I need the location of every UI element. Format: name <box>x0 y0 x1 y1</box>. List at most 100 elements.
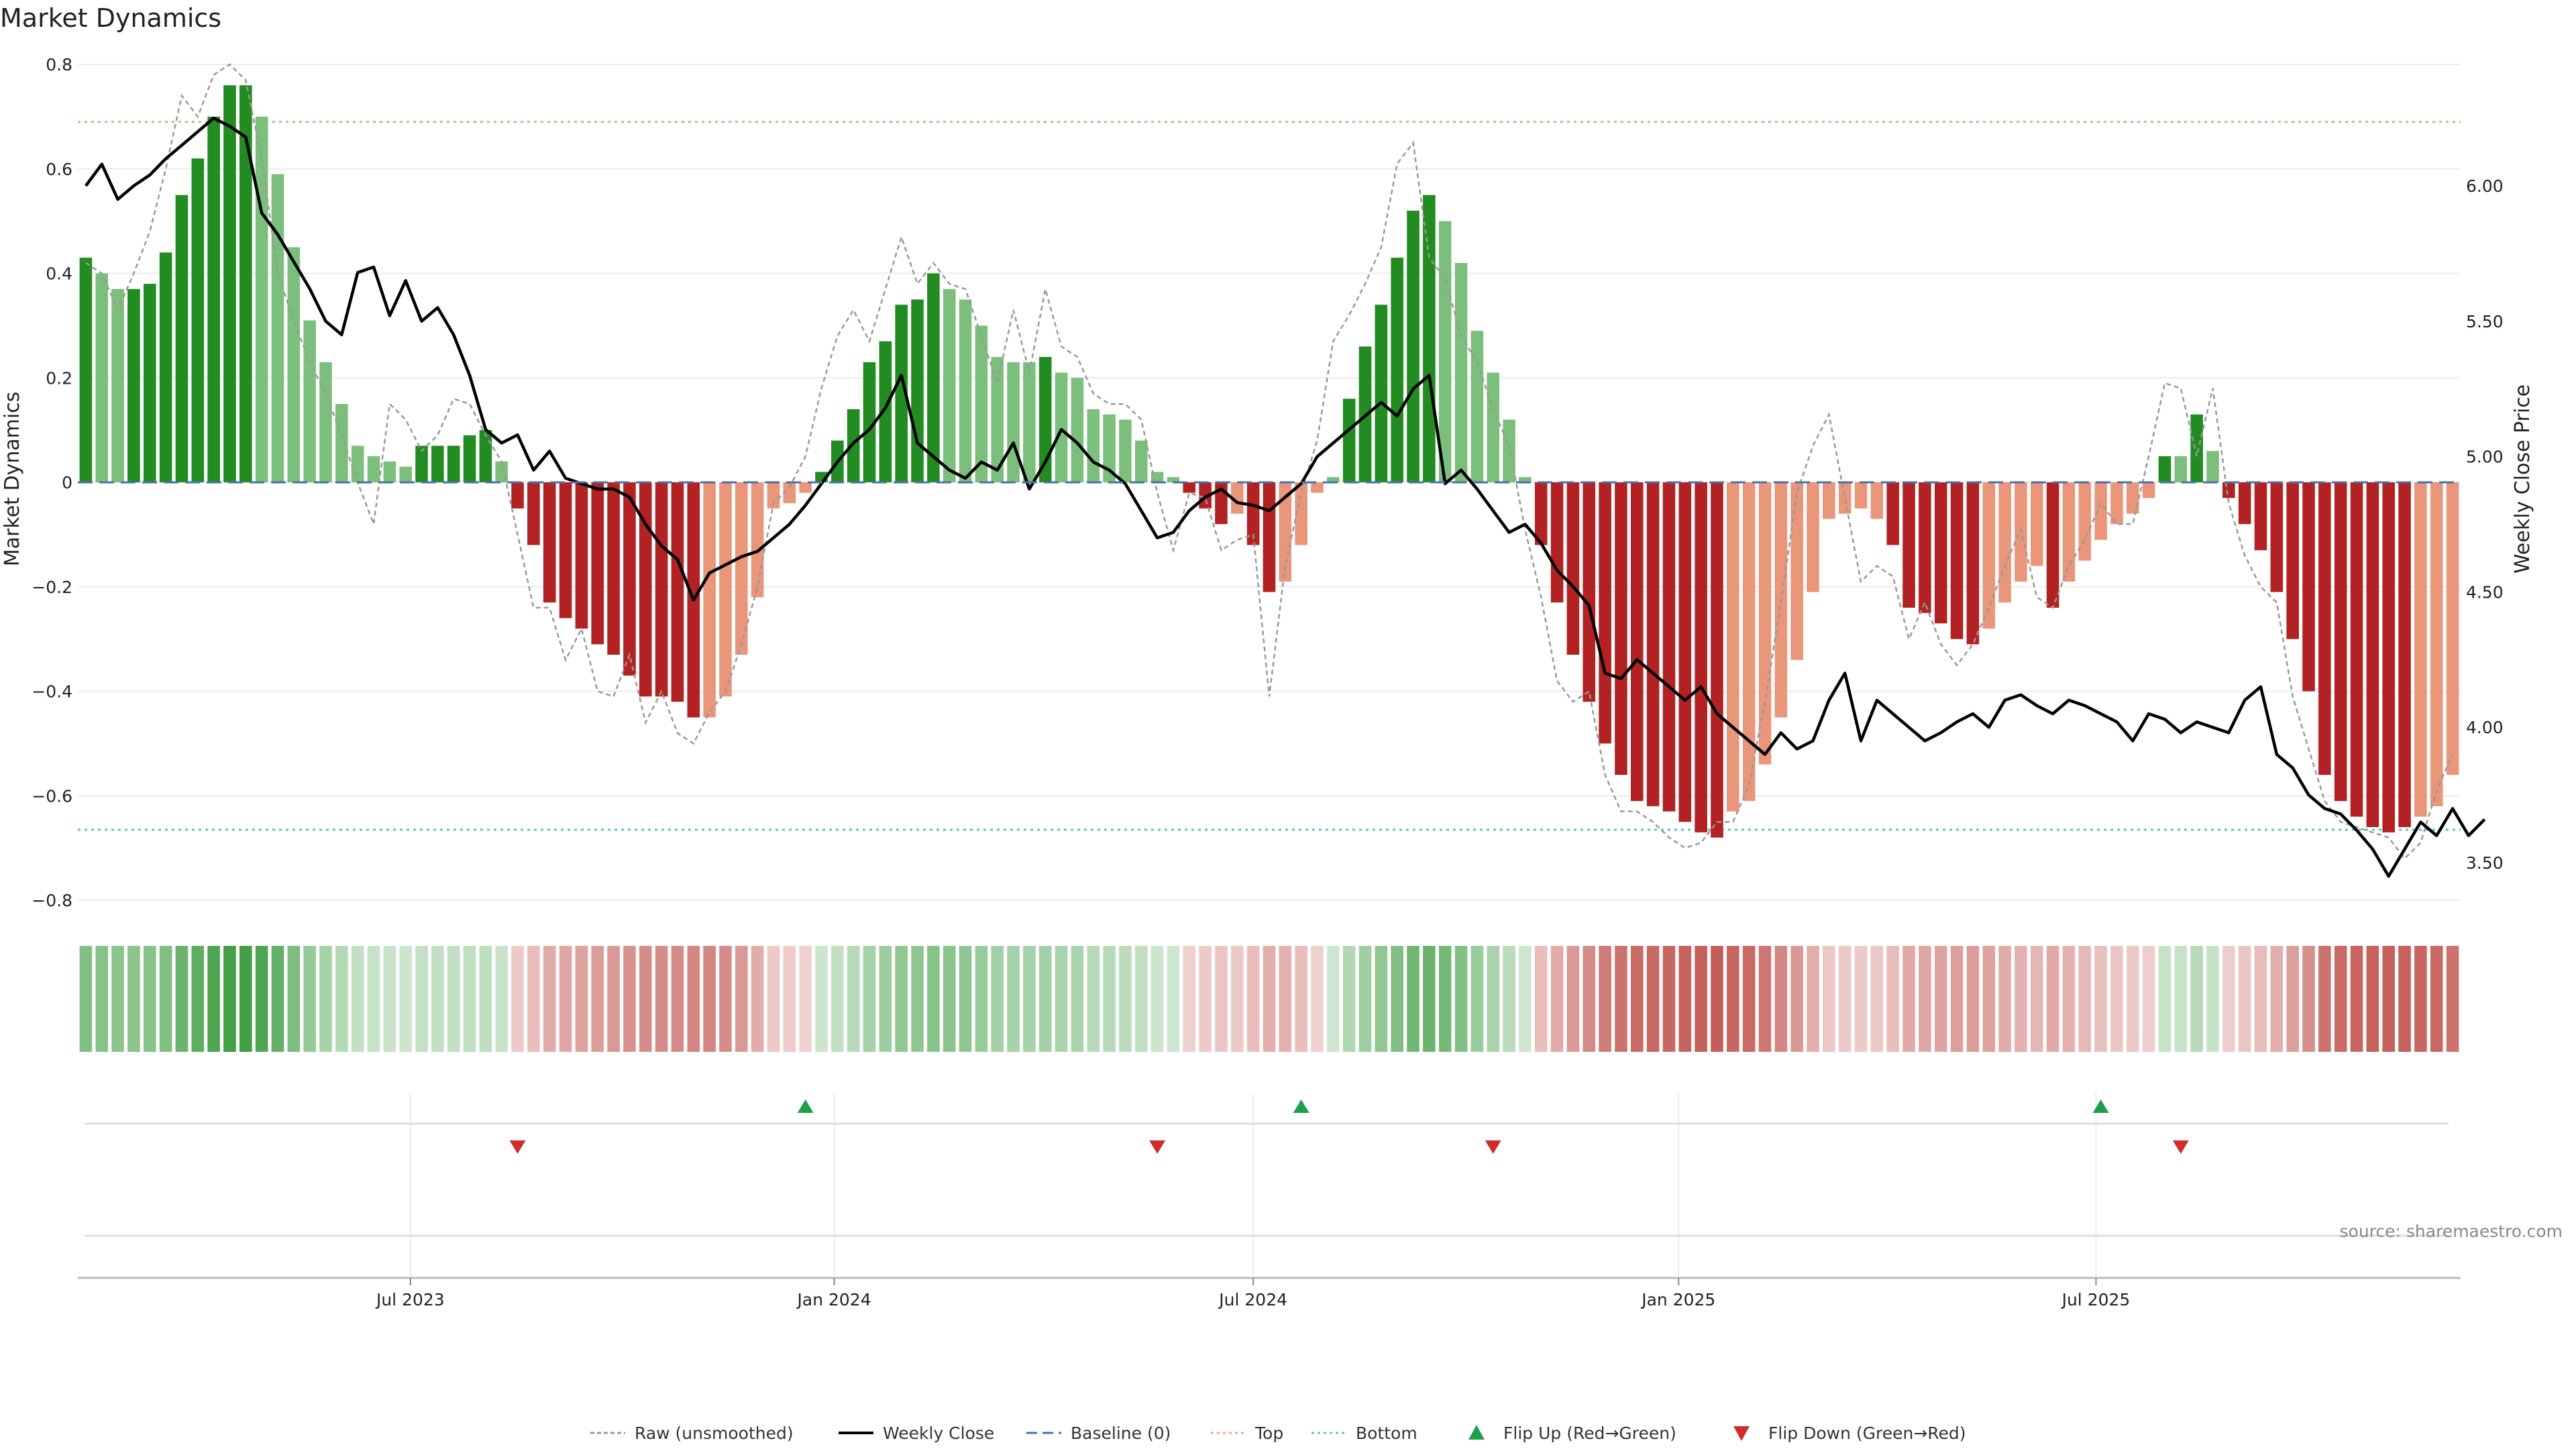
strength-cell <box>831 946 844 1052</box>
strength-cell <box>1454 946 1468 1052</box>
bar <box>1407 211 1419 482</box>
flip-down-marker <box>1485 1140 1501 1154</box>
strength-cell <box>2446 946 2459 1052</box>
bar <box>895 305 908 482</box>
chart-title: Market Dynamics <box>0 3 221 33</box>
bar <box>1038 357 1052 482</box>
bar <box>447 445 460 482</box>
strength-cell <box>1470 946 1484 1052</box>
strength-cell <box>1534 946 1548 1052</box>
strength-cell <box>767 946 780 1052</box>
bar <box>2190 414 2203 482</box>
strength-cell <box>1087 946 1100 1052</box>
legend-item-flip_up: Flip Up (Red→Green) <box>1468 1424 1676 1443</box>
strength-cell <box>799 946 812 1052</box>
strength-cell <box>1919 946 1931 1052</box>
strength-cell <box>959 946 972 1052</box>
bar <box>1838 482 1851 514</box>
bar <box>847 409 860 482</box>
strength-cell <box>1966 946 1980 1052</box>
bar <box>335 404 348 482</box>
bar <box>1919 482 1931 613</box>
bar <box>591 482 604 645</box>
x-tick-label: Jul 2023 <box>375 1290 445 1309</box>
bar <box>1662 482 1676 812</box>
bar <box>1742 482 1756 802</box>
strength-cell <box>2094 946 2107 1052</box>
bar <box>351 445 364 482</box>
bar <box>1870 482 1884 519</box>
bar <box>1246 482 1260 545</box>
bar <box>1950 482 1964 639</box>
bar <box>559 482 572 619</box>
strength-cell <box>655 946 668 1052</box>
bar <box>1391 258 1404 482</box>
bar <box>383 461 396 482</box>
strength-cell <box>1934 946 1947 1052</box>
bar <box>319 362 332 482</box>
strength-cell <box>1167 946 1180 1052</box>
bar <box>1103 414 1116 482</box>
strength-cell <box>1311 946 1324 1052</box>
bar <box>943 288 956 482</box>
strength-cell <box>351 946 364 1052</box>
bar <box>2062 482 2076 582</box>
strength-cell <box>1038 946 1052 1052</box>
strength-cell <box>863 946 876 1052</box>
bar <box>1646 482 1660 806</box>
strength-cell <box>591 946 604 1052</box>
strength-cell <box>783 946 796 1052</box>
bar <box>543 482 556 603</box>
bar <box>1615 482 1627 775</box>
strength-cell <box>559 946 572 1052</box>
bar <box>1711 482 1723 838</box>
bar <box>1582 482 1596 702</box>
bar <box>799 482 812 493</box>
bar <box>287 247 301 482</box>
bar <box>2127 482 2139 514</box>
x-tick-label: Jul 2025 <box>2061 1290 2131 1309</box>
bar <box>2158 456 2171 482</box>
strength-cell <box>2110 946 2123 1052</box>
strength-cell <box>191 946 205 1052</box>
strength-cell <box>335 946 348 1052</box>
strength-cell <box>639 946 652 1052</box>
strength-cell <box>927 946 940 1052</box>
x-axis-ticks: Jul 2023 Jan 2024 Jul 2024 Jan 2025 Jul 2025 <box>78 1277 2461 1309</box>
bar <box>303 320 316 482</box>
bar <box>879 341 892 482</box>
bar <box>1886 482 1900 545</box>
strength-cell <box>1438 946 1452 1052</box>
bar <box>2414 482 2427 817</box>
strength-cell <box>1886 946 1900 1052</box>
bar <box>751 482 764 598</box>
y2-tick-label: 5.50 <box>2466 312 2504 331</box>
bar <box>1055 372 1068 482</box>
bar <box>671 482 684 702</box>
strength-cell <box>1662 946 1676 1052</box>
strength-cell <box>1358 946 1372 1052</box>
y-tick-label: −0.2 <box>32 578 72 597</box>
strength-cell <box>1119 946 1132 1052</box>
strength-cell <box>95 946 109 1052</box>
y2-tick-label: 3.50 <box>2466 853 2504 873</box>
legend-label: Flip Down (Green→Red) <box>1768 1424 1966 1443</box>
legend-item-close: Weekly Close <box>839 1424 994 1443</box>
strength-cell <box>1582 946 1596 1052</box>
bar <box>1327 477 1340 482</box>
bar <box>783 482 796 504</box>
bar <box>735 482 748 655</box>
strength-cell <box>223 946 236 1052</box>
strength-cell <box>1615 946 1627 1052</box>
strength-cell <box>607 946 620 1052</box>
bar <box>1934 482 1947 624</box>
bar <box>223 85 236 482</box>
bar <box>191 158 205 483</box>
bar <box>2366 482 2379 827</box>
strength-cell <box>2414 946 2427 1052</box>
strength-strip <box>79 946 2459 1052</box>
bar <box>2334 482 2347 802</box>
strength-cell <box>2430 946 2443 1052</box>
x-tick-label: Jan 2025 <box>1640 1290 1715 1309</box>
bar <box>1423 195 1436 482</box>
